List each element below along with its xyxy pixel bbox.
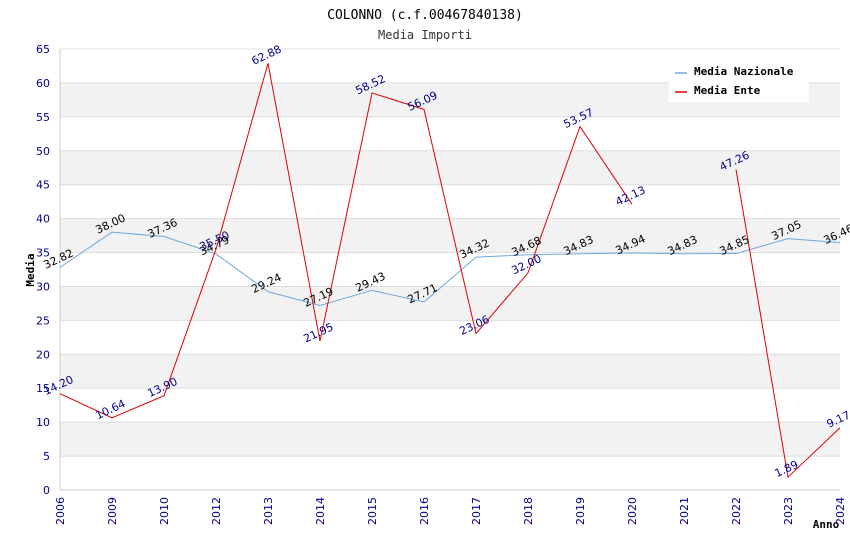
y-tick-label: 20: [36, 348, 50, 361]
x-tick-label: 2019: [574, 497, 587, 525]
legend-box: [669, 60, 809, 102]
y-tick-label: 50: [36, 145, 50, 158]
y-tick-label: 45: [36, 179, 50, 192]
legend-label-ente: Media Ente: [694, 84, 761, 97]
legend-label-nazionale: Media Nazionale: [694, 65, 794, 78]
grid-band: [60, 150, 840, 185]
grid-band: [60, 422, 840, 457]
x-axis-label: Anno: [813, 518, 840, 531]
y-tick-labels: 0 5 10 15 20 25 30 35 40 45 50 55 60 65: [36, 43, 50, 497]
chart-title: COLONNO (c.f.00467840138): [327, 8, 523, 23]
x-tick-label: 2014: [314, 497, 327, 525]
y-tick-label: 40: [36, 213, 50, 226]
data-label-ente: 21.95: [301, 320, 335, 345]
x-tick-labels: 2006 2009 2010 2012 2013 2014 2015 2016 2017 2018…: [54, 497, 847, 525]
x-tick-label: 2009: [106, 497, 119, 525]
legend[interactable]: Media Nazionale Media Ente: [669, 60, 809, 102]
x-tick-label: 2023: [782, 497, 795, 525]
grid-bands: [60, 82, 840, 457]
y-tick-label: 60: [36, 77, 50, 90]
x-tick-label: 2021: [678, 497, 691, 525]
axes: [59, 49, 840, 491]
data-label-ente: 1.89: [773, 458, 801, 480]
x-tick-label: 2018: [522, 497, 535, 525]
y-axis-label: Media: [24, 253, 37, 286]
data-label-ente: 42.13: [613, 183, 647, 208]
x-tick-label: 2010: [158, 497, 171, 525]
y-tick-label: 15: [36, 382, 50, 395]
x-tick-label: 2024: [834, 497, 847, 525]
grid-band: [60, 354, 840, 389]
grid-band: [60, 218, 840, 253]
y-tick-label: 30: [36, 280, 50, 293]
y-tick-label: 35: [36, 247, 50, 260]
x-tick-label: 2020: [626, 497, 639, 525]
data-label-ente: 14.20: [41, 373, 75, 398]
x-tick-label: 2006: [54, 497, 67, 525]
x-tick-label: 2016: [418, 497, 431, 525]
y-tick-label: 65: [36, 43, 50, 56]
data-label-ente: 62.88: [249, 43, 283, 68]
series-line-ente: [735, 169, 841, 479]
y-tick-label: 5: [43, 450, 50, 463]
data-label-ente: 10.64: [93, 397, 127, 422]
y-tick-label: 55: [36, 111, 50, 124]
grid-band: [60, 286, 840, 321]
y-tick-label: 10: [36, 416, 50, 429]
x-tick-label: 2015: [366, 497, 379, 525]
series-line-nazionale: [59, 231, 841, 307]
y-tick-label: 25: [36, 314, 50, 327]
x-tick-label: 2012: [210, 497, 223, 525]
x-tick-label: 2022: [730, 497, 743, 525]
x-tick-label: 2017: [470, 497, 483, 525]
series-lines: [59, 63, 841, 479]
chart-subtitle: Media Importi: [378, 28, 472, 42]
series-line-ente: [59, 63, 633, 419]
x-tick-label: 2013: [262, 497, 275, 525]
y-tick-label: 0: [43, 484, 50, 497]
